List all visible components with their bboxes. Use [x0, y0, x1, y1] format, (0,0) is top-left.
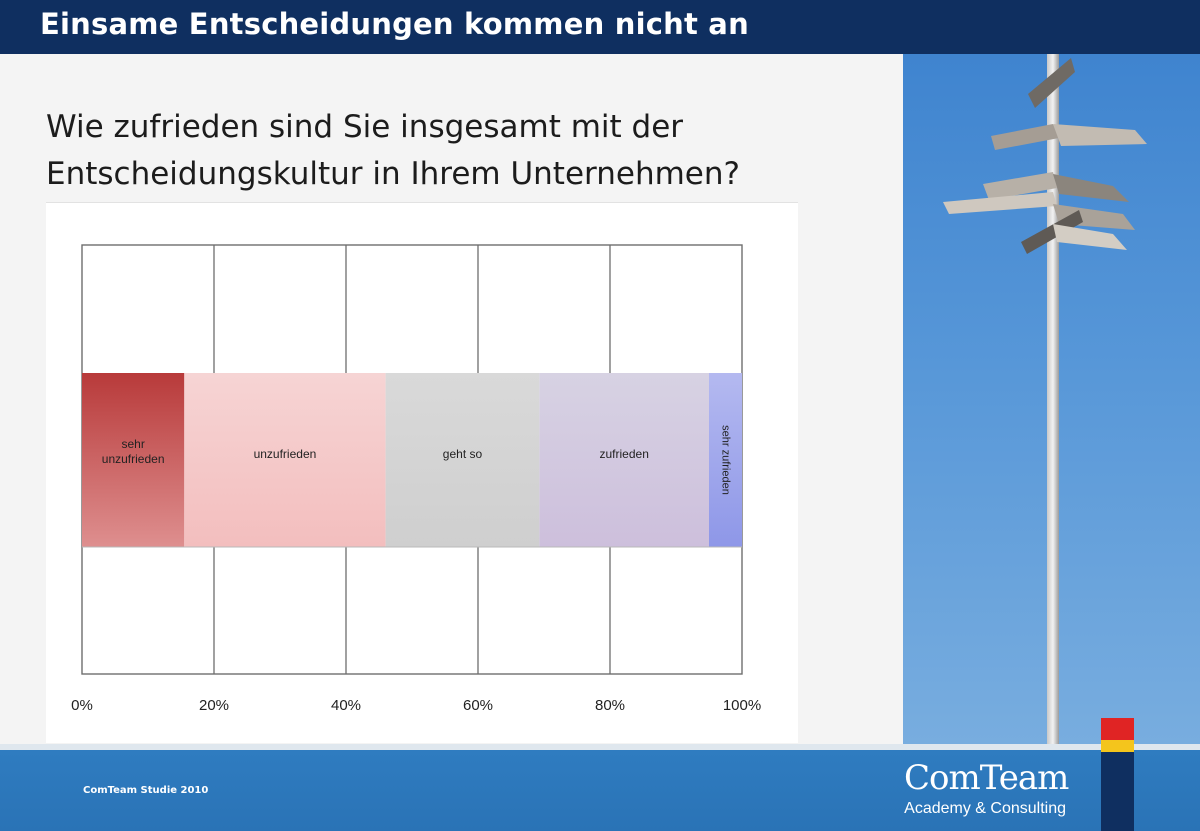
footer-study-label: ComTeam Studie 2010: [83, 785, 209, 796]
slide-title: Einsame Entscheidungen kommen nicht an: [40, 7, 749, 41]
bar-segment: [539, 373, 709, 547]
brand-tagline: Academy & Consulting: [904, 800, 1066, 817]
bar-segment: [385, 373, 540, 547]
brand-logo-text: ComTeam: [904, 758, 1069, 798]
title-bar: Einsame Entscheidungen kommen nicht an: [0, 0, 1200, 54]
chart-panel: sehr unzufrieden unzufrieden geht so zufried…: [46, 202, 798, 743]
x-tick-label: 100%: [723, 697, 761, 714]
x-tick-label: 80%: [595, 697, 625, 714]
logo-stripe-navy: [1101, 752, 1134, 831]
signpost-photo: [903, 54, 1200, 744]
chart-question: Wie zufrieden sind Sie insgesamt mit der…: [46, 104, 846, 198]
segment-label: zufrieden: [600, 447, 649, 461]
x-tick-label: 0%: [71, 697, 93, 714]
x-tick-label: 40%: [331, 697, 361, 714]
bar-segment: [82, 373, 185, 547]
segment-label: unzufrieden: [254, 447, 317, 461]
signpost-icon: [943, 54, 1147, 744]
footer-bar: [0, 750, 1200, 831]
question-line-1: Wie zufrieden sind Sie insgesamt mit der: [46, 109, 684, 145]
footer-divider: [0, 744, 1200, 750]
logo-stripe-red: [1101, 718, 1134, 740]
bar-segment: [184, 373, 386, 547]
segment-label: geht so: [443, 447, 483, 461]
x-tick-label: 60%: [463, 697, 493, 714]
x-tick-label: 20%: [199, 697, 229, 714]
segment-label: sehr unzufrieden: [102, 437, 165, 466]
segment-label: sehr zufrieden: [720, 425, 732, 495]
stacked-bar-chart: sehr unzufrieden unzufrieden geht so zufried…: [71, 244, 761, 714]
logo-stripe-yellow: [1101, 740, 1134, 752]
bar-segment: [709, 373, 742, 547]
question-line-2: Entscheidungskultur in Ihrem Unternehmen…: [46, 156, 740, 192]
